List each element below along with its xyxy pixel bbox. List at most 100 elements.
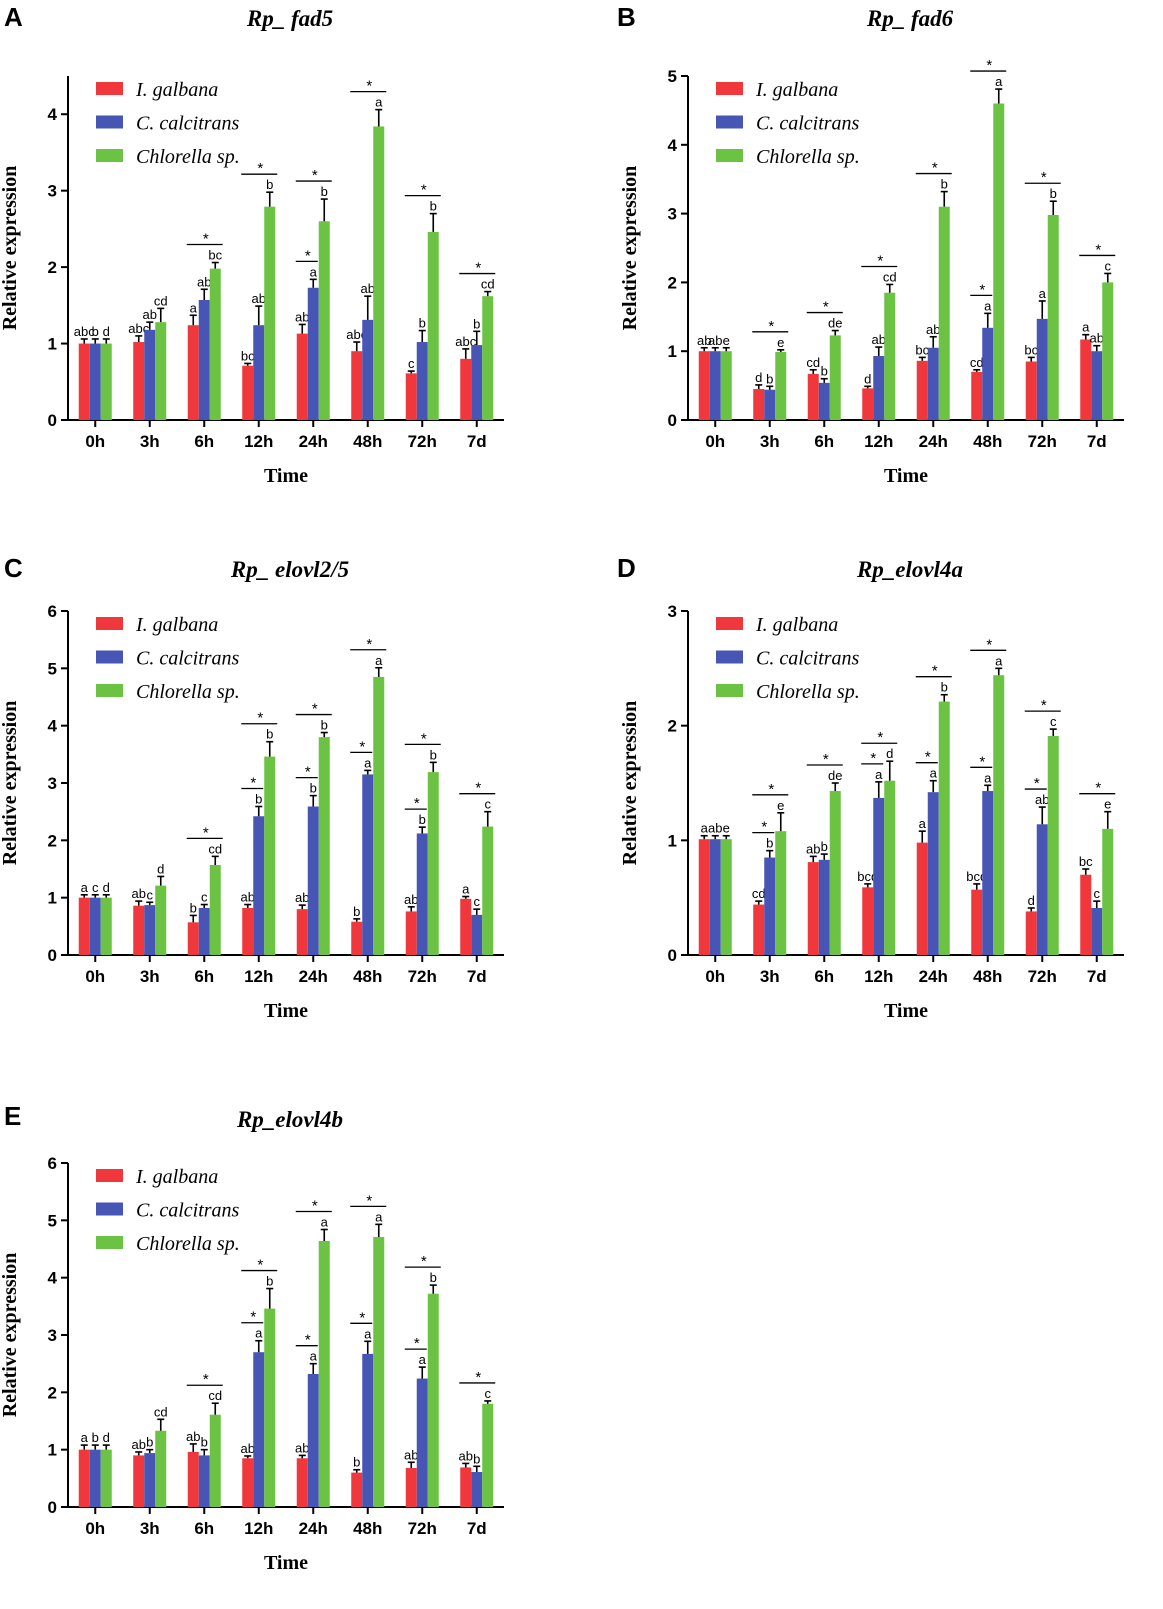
bar <box>1047 735 1059 955</box>
significance-letter: a <box>310 1349 318 1364</box>
significance-letter: d <box>103 1430 110 1445</box>
x-tick-label: 12h <box>864 967 893 986</box>
bar <box>209 1414 221 1507</box>
x-tick-label: 6h <box>814 967 834 986</box>
panel-letter: D <box>617 553 636 583</box>
bar <box>482 1403 494 1507</box>
bar <box>1080 874 1092 955</box>
significance-letter: ab <box>404 892 418 907</box>
x-tick-label: 7d <box>467 967 487 986</box>
bar <box>362 1353 374 1507</box>
x-axis-label: Time <box>884 1000 928 1022</box>
significance-letter: c <box>474 894 481 909</box>
significance-letter: ab <box>143 307 157 322</box>
x-axis-label: Time <box>264 1552 308 1574</box>
significance-star: * <box>312 1198 318 1215</box>
bar <box>253 1352 265 1507</box>
x-tick-label: 6h <box>814 432 834 451</box>
legend-label: Chlorella sp. <box>136 1233 240 1255</box>
x-tick-label: 3h <box>140 432 160 451</box>
bar <box>709 351 721 420</box>
bar <box>862 887 874 955</box>
significance-letter: d <box>1028 893 1035 908</box>
bar <box>982 791 994 955</box>
bar <box>982 327 994 420</box>
legend-label: C. calcitrans <box>136 113 240 135</box>
bar <box>155 1430 167 1507</box>
significance-letter: bcd <box>857 869 878 884</box>
bar <box>829 791 841 955</box>
x-tick-label: 12h <box>864 432 893 451</box>
x-tick-label: 6h <box>194 967 214 986</box>
bar <box>198 299 210 420</box>
y-axis-label: Relative expression <box>619 701 641 866</box>
x-tick-label: 72h <box>408 967 437 986</box>
significance-letter: b <box>766 836 773 851</box>
significance-letter: b <box>255 792 262 807</box>
significance-star: * <box>305 764 311 781</box>
y-tick-label: 3 <box>668 602 677 621</box>
bar <box>753 904 765 955</box>
y-tick-label: 3 <box>48 1326 57 1345</box>
panel-d: D Rp_elovl4a 0 1 2 3 0h 3h 6h 12h 24h 48h 72h 7d Time R… <box>617 553 1124 1022</box>
bar <box>764 857 776 955</box>
x-tick-label: 6h <box>194 1519 214 1538</box>
bar <box>296 909 308 955</box>
significance-star: * <box>257 160 263 177</box>
y-tick-label: 5 <box>668 67 677 86</box>
legend-label: I. galbana <box>135 79 218 101</box>
bar <box>971 371 983 420</box>
x-tick-label: 0h <box>85 432 105 451</box>
significance-letter: bc <box>1024 342 1038 357</box>
bar <box>133 342 145 420</box>
legend-swatch <box>96 1202 123 1216</box>
bar <box>482 296 494 420</box>
significance-letter: a <box>419 1352 427 1367</box>
bar <box>318 1240 330 1507</box>
significance-star: * <box>1041 169 1047 186</box>
significance-letter: d <box>886 746 893 761</box>
bar <box>884 292 896 420</box>
significance-letter: cd <box>883 269 897 284</box>
significance-letter: a <box>462 882 470 897</box>
bar <box>242 907 254 955</box>
bar <box>416 1378 428 1507</box>
bar <box>1091 351 1103 420</box>
significance-star: * <box>475 260 481 277</box>
y-tick-label: 1 <box>48 335 57 354</box>
significance-star: * <box>870 750 876 767</box>
bar <box>373 1236 385 1507</box>
significance-letter: a <box>701 821 709 836</box>
significance-star: * <box>305 247 311 264</box>
y-tick-label: 0 <box>668 946 677 965</box>
significance-star: * <box>421 182 427 199</box>
bar <box>209 864 221 955</box>
y-tick-label: 1 <box>48 1441 57 1460</box>
significance-letter: b <box>92 1430 99 1445</box>
significance-letter: c <box>147 887 154 902</box>
significance-star: * <box>979 753 985 770</box>
significance-letter: de <box>828 768 842 783</box>
bar <box>753 389 765 420</box>
x-tick-label: 3h <box>760 967 780 986</box>
significance-letter: a <box>364 1326 372 1341</box>
significance-star: * <box>932 663 938 680</box>
significance-star: * <box>877 729 883 746</box>
bar <box>307 1373 319 1507</box>
bar <box>1102 282 1114 420</box>
significance-star: * <box>203 824 209 841</box>
significance-letter: b <box>430 747 437 762</box>
bar <box>405 1468 417 1507</box>
significance-letter: b <box>266 177 273 192</box>
legend-swatch <box>716 617 743 630</box>
y-tick-label: 4 <box>48 105 58 124</box>
y-tick-label: 1 <box>668 831 677 850</box>
x-tick-label: 7d <box>467 432 487 451</box>
y-tick-label: 5 <box>48 1211 57 1230</box>
bar <box>78 343 90 420</box>
bar <box>720 351 732 420</box>
significance-letter: c <box>485 797 492 812</box>
bar <box>971 889 983 955</box>
significance-letter: a <box>1039 286 1047 301</box>
